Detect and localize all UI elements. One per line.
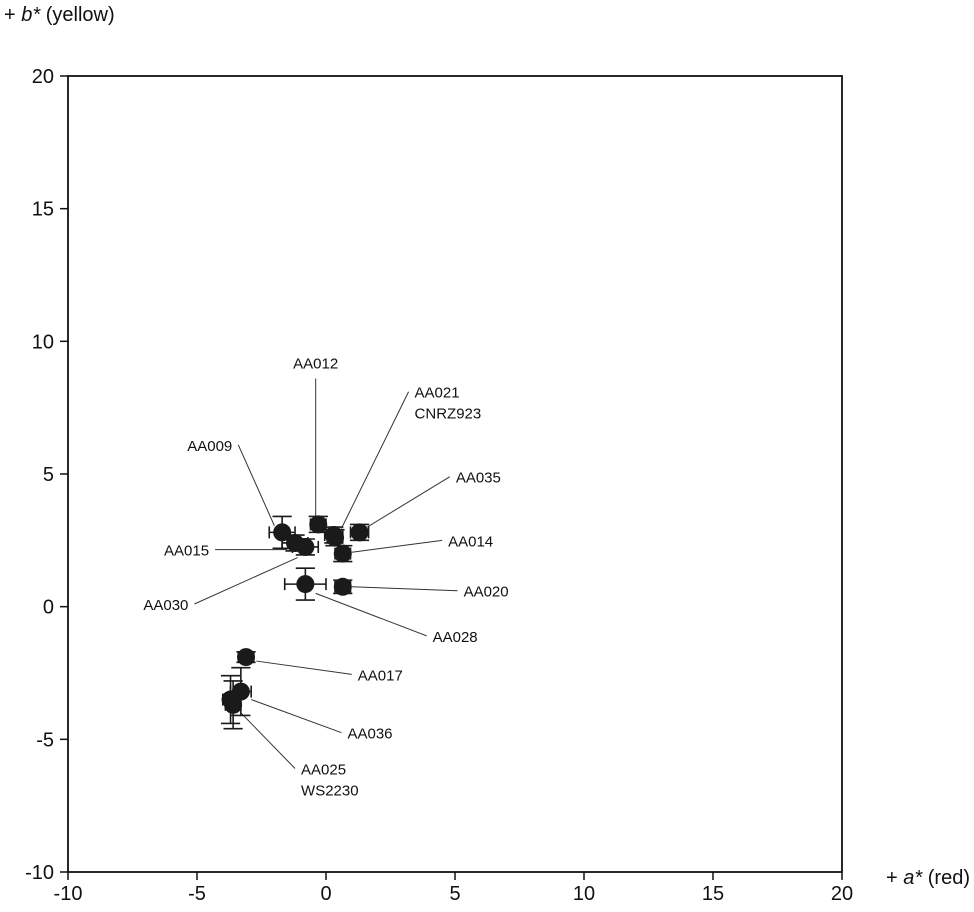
annotation-label: CNRZ923 (415, 406, 482, 423)
x-tick-label: 10 (573, 883, 595, 905)
data-point-ws2230 (224, 696, 242, 714)
annotation-label: AA036 (347, 726, 392, 743)
annotation-leader-line (194, 558, 297, 604)
y-tick-label: 5 (43, 464, 54, 486)
annotation-label: AA025 (301, 762, 346, 779)
annotation-label: AA012 (293, 355, 338, 372)
annotation-leader-line (256, 661, 351, 674)
annotation-label: AA014 (448, 533, 493, 550)
y-tick-label: 0 (43, 597, 54, 619)
x-tick-label: -10 (54, 883, 83, 905)
x-tick-label: 0 (320, 883, 331, 905)
annotation-leader-line (251, 700, 341, 733)
annotation-label: AA021 (415, 385, 460, 402)
annotation-label: AA015 (164, 543, 209, 560)
annotation-label: AA035 (456, 470, 501, 487)
y-tick-label: 15 (32, 199, 54, 221)
annotation-label: AA028 (433, 629, 478, 646)
data-point-aa020 (334, 578, 352, 596)
annotation-label: AA017 (358, 667, 403, 684)
x-tick-label: 15 (702, 883, 724, 905)
annotation-label: AA020 (464, 584, 509, 601)
annotation-leader-line (238, 445, 274, 526)
annotation-leader-line (316, 593, 427, 635)
annotation-leader-line (241, 713, 295, 769)
annotation-label: WS2230 (301, 783, 359, 800)
y-tick-label: 10 (32, 331, 54, 353)
data-point-cnrz923 (326, 529, 344, 547)
annotation-leader-line (352, 540, 442, 552)
data-point-aa014 (334, 545, 352, 563)
data-point-aa035 (351, 523, 369, 541)
y-tick-label: -10 (25, 862, 54, 884)
y-tick-label: -5 (36, 729, 54, 751)
data-point-aa030 (296, 538, 314, 556)
data-point-aa017 (237, 648, 255, 666)
annotation-leader-line (367, 477, 450, 527)
annotation-label: AA030 (143, 597, 188, 614)
y-tick-label: 20 (32, 66, 54, 88)
x-tick-label: 5 (449, 883, 460, 905)
annotation-leader-line (352, 587, 458, 591)
x-tick-label: -5 (188, 883, 206, 905)
x-tick-label: 20 (831, 883, 853, 905)
annotation-label: AA009 (187, 438, 232, 455)
data-point-aa028 (296, 575, 314, 593)
